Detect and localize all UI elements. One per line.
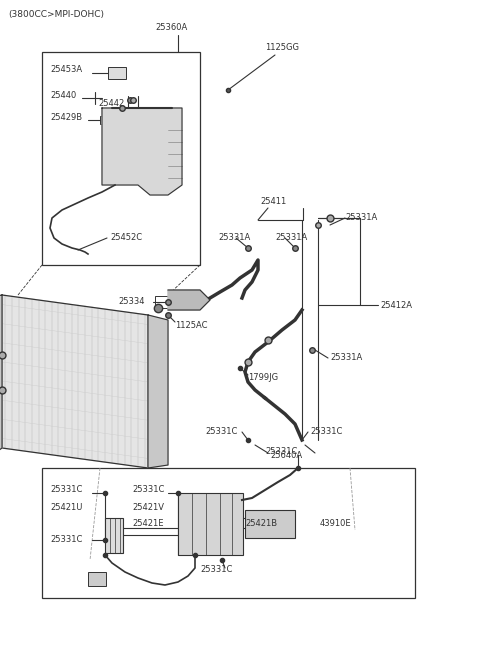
- Text: 25440: 25440: [50, 91, 76, 100]
- Text: 25452C: 25452C: [110, 234, 142, 243]
- Text: 25331C: 25331C: [200, 565, 232, 575]
- Text: 25411: 25411: [260, 197, 286, 207]
- Polygon shape: [168, 290, 210, 310]
- Bar: [42, 468, 415, 598]
- Bar: [245, 510, 295, 538]
- Bar: [100, 116, 110, 124]
- Text: 25331A: 25331A: [345, 213, 377, 222]
- Text: 25421B: 25421B: [245, 520, 277, 529]
- Text: 25442: 25442: [98, 98, 124, 108]
- Text: 25334: 25334: [118, 298, 144, 306]
- Text: 25331A: 25331A: [218, 234, 250, 243]
- Polygon shape: [102, 108, 182, 195]
- Bar: [88, 572, 106, 586]
- Text: 25429B: 25429B: [50, 113, 82, 123]
- Text: 25331C: 25331C: [50, 485, 83, 495]
- Text: 25453A: 25453A: [50, 66, 82, 75]
- Polygon shape: [2, 295, 148, 468]
- Text: 25331C: 25331C: [205, 428, 238, 436]
- Text: 25331C: 25331C: [50, 535, 83, 544]
- Text: 25331A: 25331A: [330, 354, 362, 363]
- Text: 25331C: 25331C: [265, 447, 298, 457]
- Bar: [108, 67, 126, 79]
- Text: (3800CC>MPI-DOHC): (3800CC>MPI-DOHC): [8, 9, 104, 18]
- Text: 25640A: 25640A: [270, 451, 302, 461]
- Text: 1125AC: 1125AC: [175, 321, 207, 329]
- Bar: [105, 518, 123, 553]
- Bar: [178, 493, 243, 555]
- Bar: [42, 52, 200, 265]
- Polygon shape: [148, 315, 168, 468]
- Text: 43910E: 43910E: [320, 520, 352, 529]
- Text: 1125GG: 1125GG: [265, 43, 299, 52]
- Text: 25421V: 25421V: [132, 504, 164, 512]
- Text: 25421U: 25421U: [50, 504, 83, 512]
- Text: 25331A: 25331A: [275, 234, 307, 243]
- Bar: [155, 296, 169, 308]
- Text: 1799JG: 1799JG: [248, 373, 278, 382]
- Text: 25421E: 25421E: [132, 520, 164, 529]
- Text: 25360A: 25360A: [155, 24, 187, 33]
- Text: 25412A: 25412A: [380, 300, 412, 310]
- Polygon shape: [0, 295, 2, 458]
- Text: 25331C: 25331C: [310, 428, 342, 436]
- Text: 25331C: 25331C: [132, 485, 164, 495]
